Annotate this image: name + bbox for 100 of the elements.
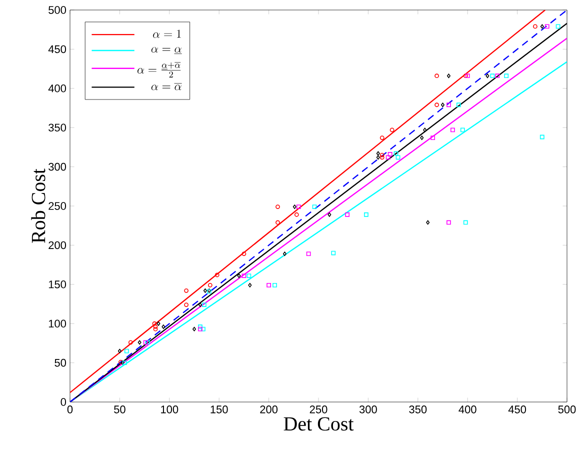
point <box>242 274 246 278</box>
point <box>396 155 400 160</box>
point <box>202 302 206 307</box>
x-tick-label: 450 <box>508 406 526 414</box>
point <box>504 74 509 78</box>
point <box>345 212 350 217</box>
point <box>380 155 384 160</box>
point <box>184 302 188 307</box>
point <box>266 282 271 288</box>
point <box>446 102 451 108</box>
y-axis-title: Rob Cost <box>31 168 46 243</box>
point <box>156 321 160 326</box>
y-tick-label: 100 <box>48 320 66 328</box>
point <box>460 128 465 132</box>
point <box>394 151 398 156</box>
point <box>153 324 158 329</box>
point <box>328 212 332 217</box>
point <box>184 288 188 293</box>
point <box>152 321 157 326</box>
point <box>208 282 212 288</box>
legend-label: $\alpha=\underline{\alpha}$ <box>151 47 182 54</box>
point <box>276 220 280 225</box>
point <box>540 134 544 140</box>
legend-label: $\alpha=\frac{\underline{\alpha}+\overline{\alpha}}{2}$ <box>137 62 181 78</box>
point <box>124 348 129 354</box>
point <box>162 324 166 329</box>
point <box>456 102 461 108</box>
x-tick-label: 350 <box>409 406 427 414</box>
x-tick-label: 150 <box>210 406 228 414</box>
point <box>490 74 495 78</box>
point <box>434 102 439 108</box>
legend-label: $\alpha=1$ <box>153 30 181 38</box>
point <box>138 340 142 345</box>
x-tick-label: 250 <box>310 406 328 414</box>
point <box>434 74 439 78</box>
point <box>420 136 424 140</box>
y-tick-label: 500 <box>48 6 66 14</box>
point <box>246 274 252 278</box>
point <box>237 274 241 278</box>
x-tick-label: 50 <box>114 406 126 414</box>
point <box>198 302 202 307</box>
legend-label: $\alpha=\overline{\alpha}$ <box>151 83 182 90</box>
point <box>292 204 296 209</box>
point <box>198 324 202 329</box>
point <box>386 155 390 160</box>
x-tick-label: 100 <box>161 406 178 414</box>
point <box>423 128 427 132</box>
point <box>203 288 207 293</box>
x-tick-label: 200 <box>260 406 278 414</box>
point <box>532 24 538 29</box>
x-tick-label: 0 <box>67 406 73 414</box>
point <box>430 136 436 140</box>
point <box>390 128 394 132</box>
x-axis-title: Det Cost <box>284 417 354 431</box>
point <box>486 74 490 78</box>
y-tick-label: 0 <box>60 398 66 406</box>
point <box>446 74 450 78</box>
x-tick-label: 500 <box>558 406 576 414</box>
point <box>495 74 500 78</box>
y-tick-label: 150 <box>48 280 66 288</box>
point <box>200 326 206 332</box>
point <box>446 220 451 225</box>
point <box>376 155 380 160</box>
point <box>282 252 286 256</box>
point <box>153 326 158 332</box>
y-tick-label: 200 <box>48 241 66 250</box>
point <box>331 250 336 256</box>
point <box>198 326 202 332</box>
point <box>306 252 311 256</box>
point <box>272 282 277 288</box>
point <box>214 272 220 278</box>
y-tick-label: 300 <box>48 162 66 171</box>
point <box>294 212 299 217</box>
point <box>426 220 430 225</box>
y-tick-label: 250 <box>48 202 66 210</box>
x-tick-label: 400 <box>458 406 476 414</box>
point <box>312 204 317 209</box>
point <box>380 136 384 140</box>
y-tick-label: 50 <box>54 358 66 367</box>
y-tick-label: 400 <box>48 84 66 92</box>
point <box>544 24 550 29</box>
point <box>296 204 301 209</box>
point <box>128 340 133 345</box>
point <box>242 252 246 256</box>
x-tick-label: 300 <box>359 406 377 414</box>
y-tick-label: 450 <box>48 45 66 54</box>
point <box>192 326 196 332</box>
point <box>556 24 560 29</box>
point <box>380 152 384 158</box>
point <box>540 24 544 29</box>
point <box>440 102 444 108</box>
point <box>118 360 123 364</box>
point <box>118 348 122 354</box>
point <box>463 220 468 225</box>
point <box>364 212 368 217</box>
point <box>450 128 455 132</box>
point <box>248 282 252 288</box>
y-tick-label: 350 <box>48 124 66 132</box>
point <box>388 152 392 156</box>
point <box>276 204 280 209</box>
